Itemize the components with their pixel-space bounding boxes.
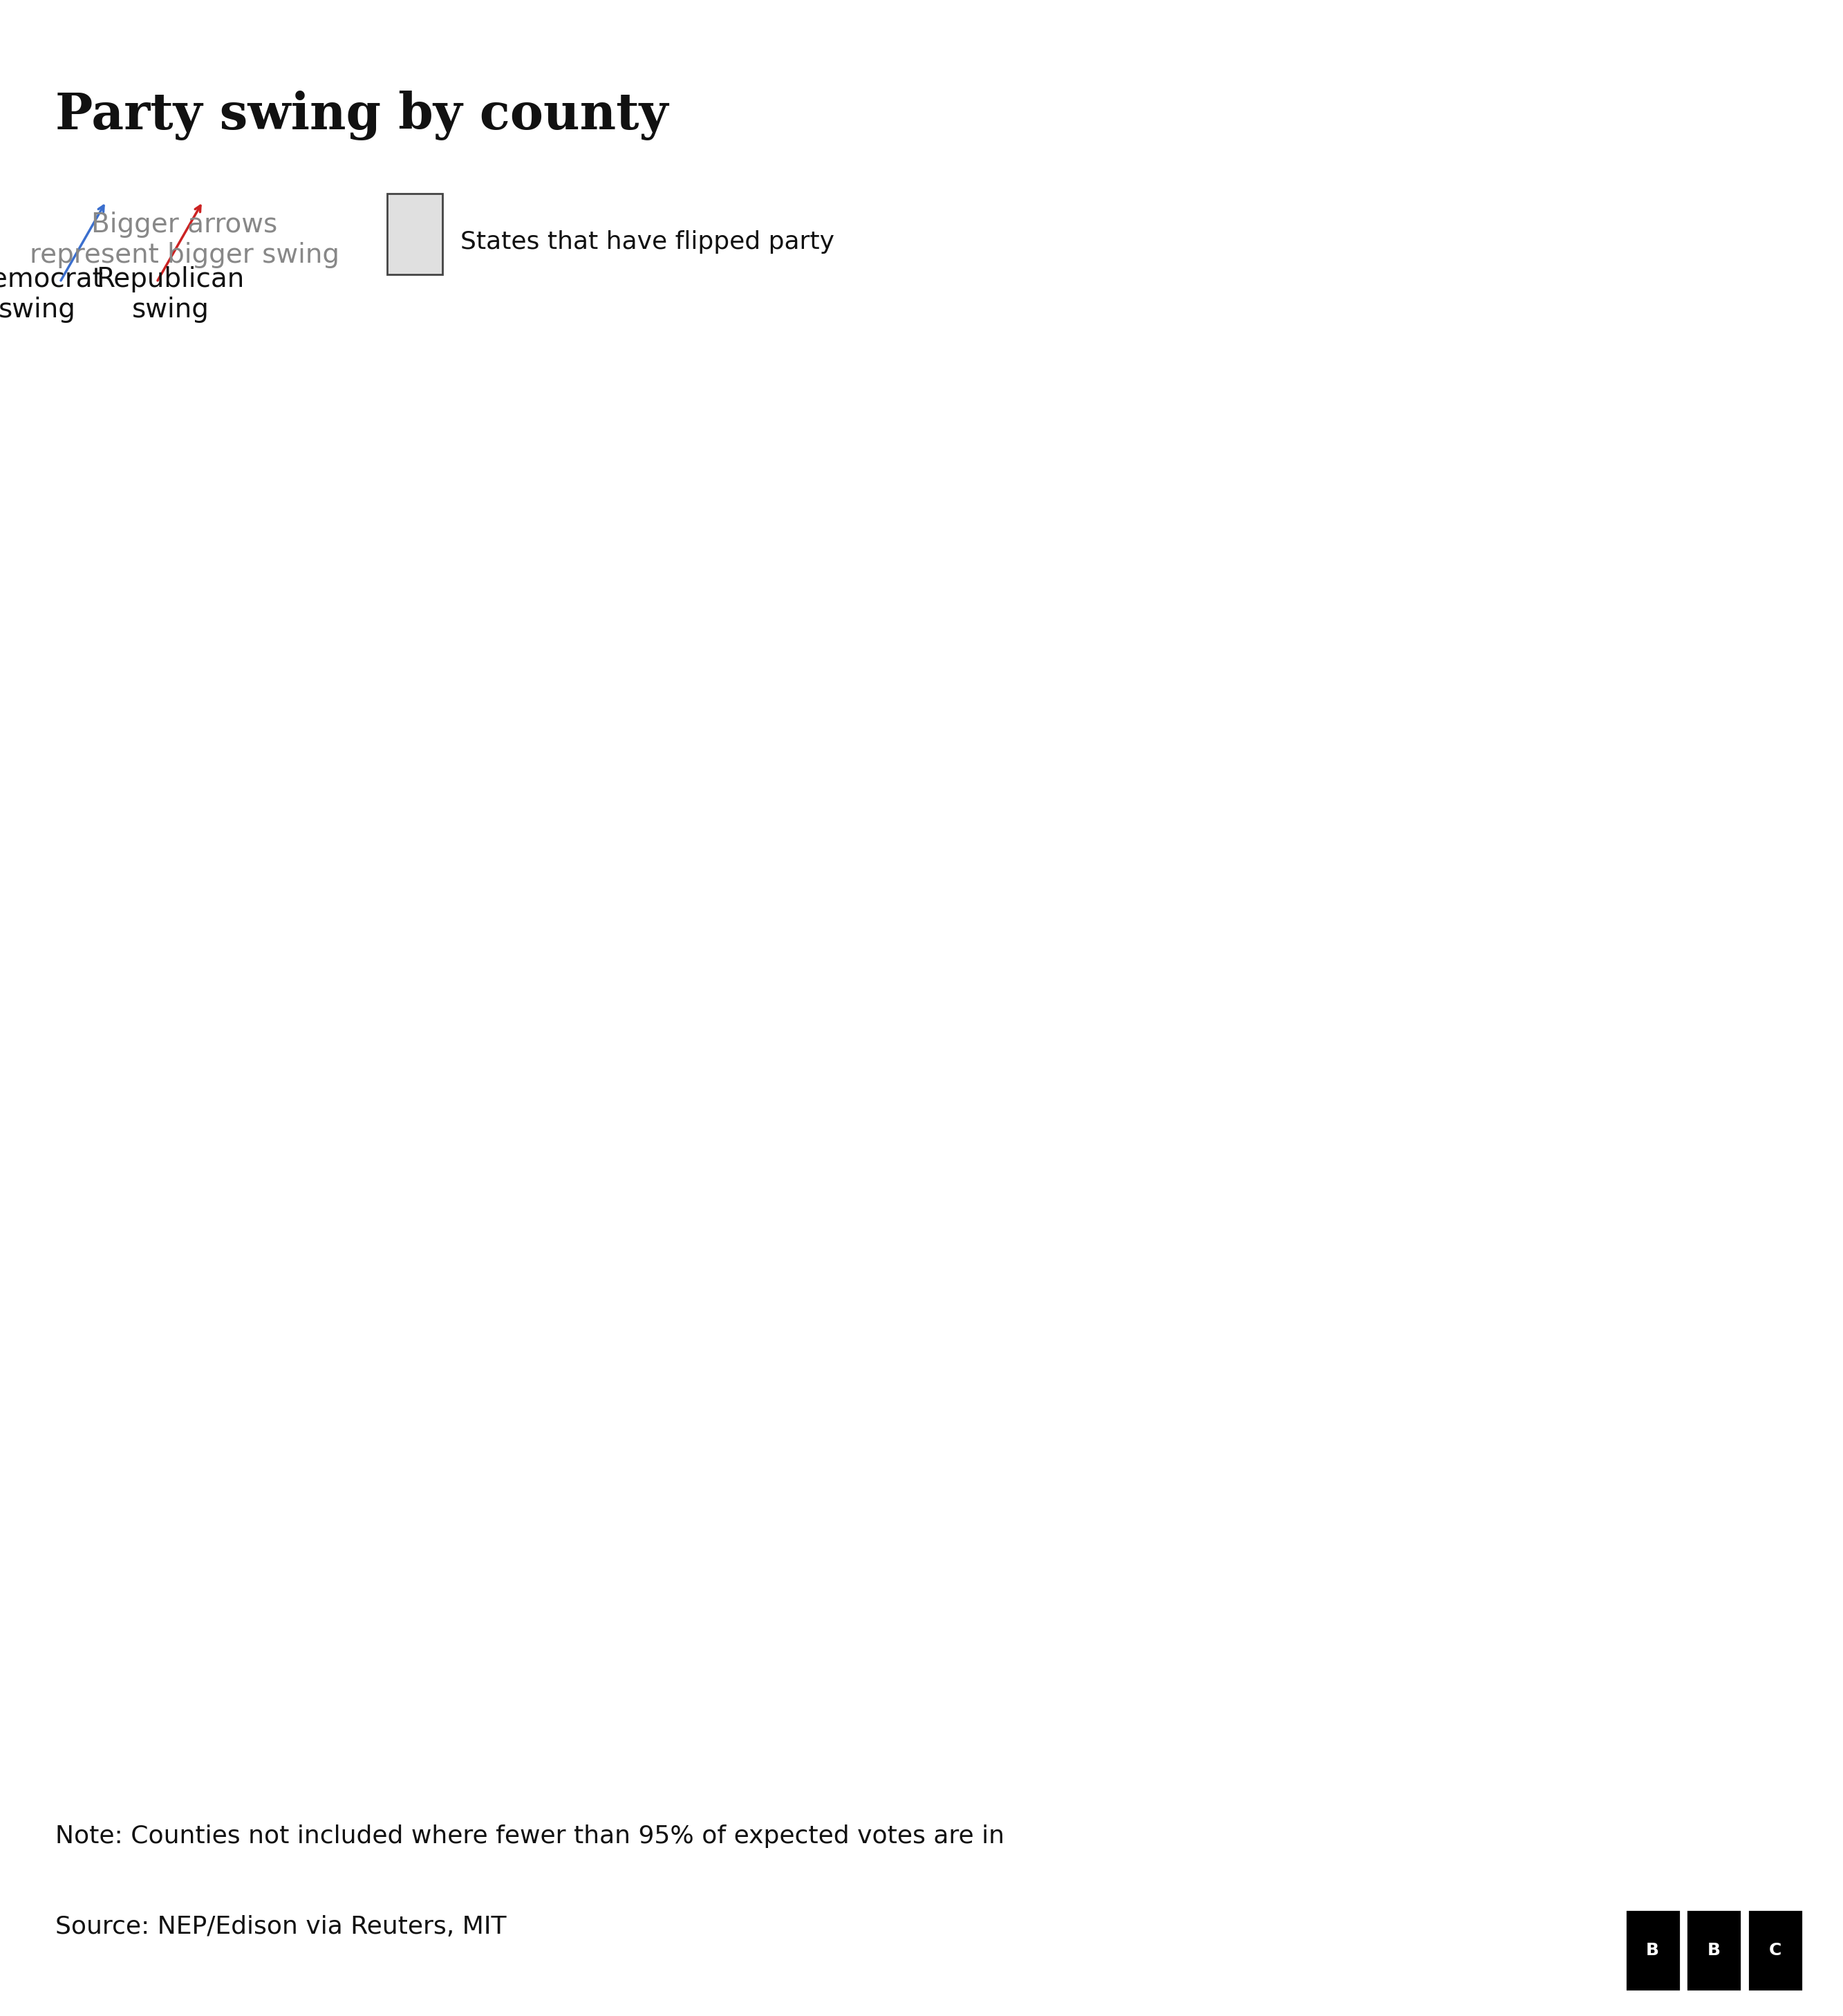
Text: B: B (1707, 1941, 1721, 1960)
Text: Bigger arrows
represent bigger swing: Bigger arrows represent bigger swing (29, 212, 339, 268)
Text: Republican
swing: Republican swing (96, 266, 245, 323)
Bar (1686, 1909, 1742, 1992)
Text: Source: NEP/Edison via Reuters, MIT: Source: NEP/Edison via Reuters, MIT (55, 1915, 507, 1939)
Text: B: B (1646, 1941, 1659, 1960)
Bar (1747, 1909, 1802, 1992)
Bar (387, 194, 442, 274)
Bar (1626, 1909, 1681, 1992)
Text: Democrat
swing: Democrat swing (0, 266, 103, 323)
Text: States that have flipped party: States that have flipped party (461, 230, 835, 254)
Text: Note: Counties not included where fewer than 95% of expected votes are in: Note: Counties not included where fewer … (55, 1824, 1004, 1849)
Text: C: C (1769, 1941, 1782, 1960)
Text: Party swing by county: Party swing by county (55, 91, 667, 141)
